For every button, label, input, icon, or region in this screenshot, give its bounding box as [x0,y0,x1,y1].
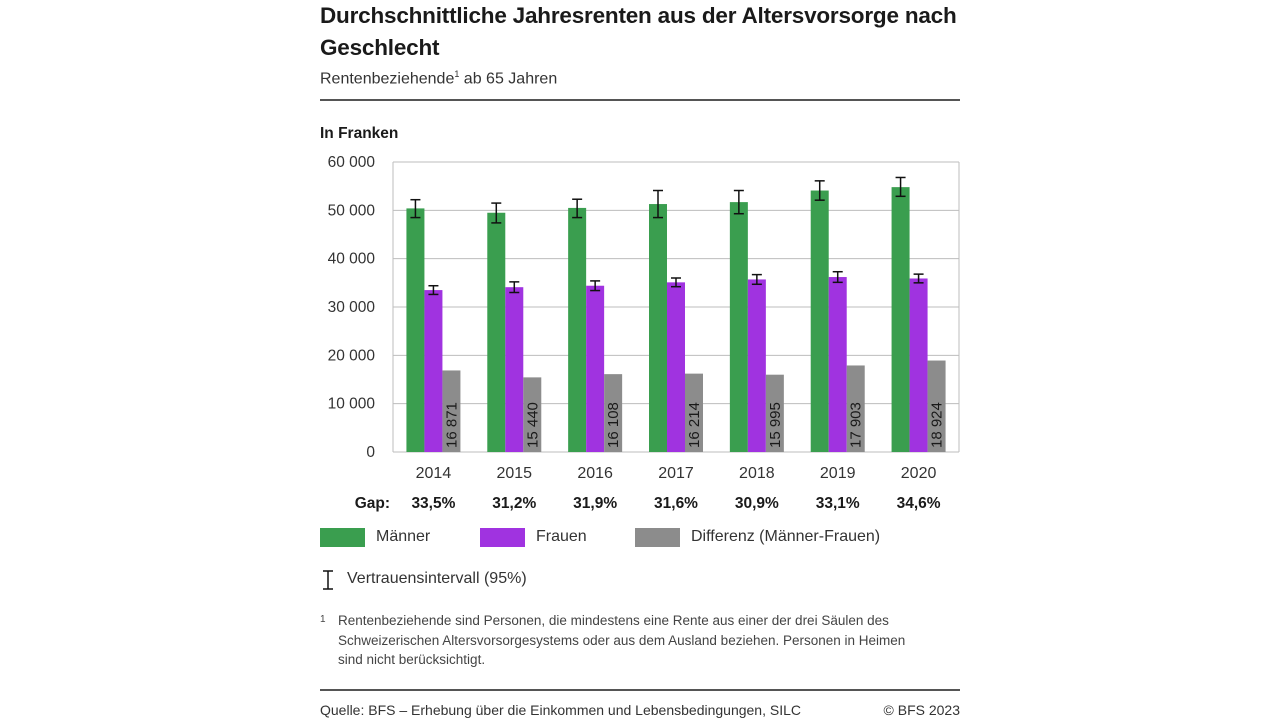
bar-männer-2020 [891,187,910,452]
legend-swatch-maenner [320,528,365,547]
legend-label-frauen: Frauen [536,528,587,545]
bar-differenz-2016 [604,374,623,452]
bar-differenz-2017 [685,373,703,452]
bar-differenz-2014 [442,370,461,452]
bar-chart: 0 10 000 20 000 30 000 40 000 50 000 60 000 16 … [328,154,960,512]
bar-frauen-2015 [505,287,524,452]
data-label-differenz-2015: 15 440 [524,402,541,448]
legend-swatch-differenz [635,528,680,547]
gap-value-2015: 31,2% [492,495,536,512]
footnote-number: 1 [320,614,326,625]
legend-label-differenz: Differenz (Männer-Frauen) [691,528,881,545]
x-tick-label-2015: 2015 [496,465,532,482]
bar-männer-2018 [729,202,748,452]
gap-value-2016: 31,9% [573,495,617,512]
x-tick-label-2020: 2020 [901,465,937,482]
bottom-rule [320,689,960,691]
y-tick-label: 50 000 [328,202,376,219]
x-tick-label-2016: 2016 [577,465,613,482]
bar-frauen-2017 [667,282,685,452]
x-tick-label-2017: 2017 [658,465,694,482]
gap-value-2018: 30,9% [735,495,779,512]
bar-frauen-2018 [747,279,766,452]
chart-subtitle: Rentenbeziehende1 ab 65 Jahren [320,69,557,88]
legend-label-maenner: Männer [376,528,431,545]
gap-row-label: Gap: [355,495,390,512]
bar-frauen-2019 [828,277,847,452]
y-tick-label: 30 000 [328,299,376,316]
y-tick-label: 0 [366,444,375,461]
bar-differenz-2019 [846,365,865,452]
copyright: © BFS 2023 [883,702,960,718]
x-tick-label-2014: 2014 [416,465,452,482]
bar-männer-2014 [406,208,425,452]
y-tick-label: 10 000 [328,396,376,413]
gap-value-2014: 33,5% [411,495,455,512]
gap-value-2020: 34,6% [897,495,941,512]
bar-männer-2017 [649,204,667,452]
y-tick-label: 20 000 [328,347,376,364]
bar-frauen-2016 [586,285,605,452]
chart-title: Durchschnittliche Jahresrenten aus der A… [320,3,957,60]
confidence-interval-icon [323,570,333,590]
data-label-differenz-2017: 16 214 [686,402,703,448]
y-tick-label: 40 000 [328,251,376,268]
legend-swatch-frauen [480,528,525,547]
bar-frauen-2020 [909,278,928,452]
source-note: Quelle: BFS – Erhebung über die Einkomme… [320,702,801,718]
bar-differenz-2018 [765,374,784,452]
bar-männer-2015 [487,212,506,452]
y-axis-unit-label: In Franken [320,125,399,142]
x-tick-label-2019: 2019 [820,465,856,482]
data-label-differenz-2018: 15 995 [767,402,784,448]
bar-differenz-2020 [927,360,946,452]
gap-value-2019: 33,1% [816,495,860,512]
bar-differenz-2015 [523,377,542,452]
footnote-ref: 1 [454,69,460,79]
data-label-differenz-2016: 16 108 [605,402,622,448]
footnote-text: Rentenbeziehende sind Personen, die mind… [338,613,906,667]
bar-männer-2019 [810,190,829,452]
data-label-differenz-2020: 18 924 [929,402,946,448]
y-tick-label: 60 000 [328,154,376,171]
gap-value-2017: 31,6% [654,495,698,512]
subtitle-text: Rentenbeziehende [320,70,455,88]
x-tick-label-2018: 2018 [739,465,775,482]
ci-legend-label: Vertrauensintervall (95%) [347,570,527,587]
data-label-differenz-2019: 17 903 [848,402,865,448]
bar-frauen-2014 [424,290,443,452]
top-rule [320,99,960,101]
data-label-differenz-2014: 16 871 [443,402,460,448]
subtitle-rest: ab 65 Jahren [459,70,558,88]
bar-männer-2016 [568,207,587,452]
